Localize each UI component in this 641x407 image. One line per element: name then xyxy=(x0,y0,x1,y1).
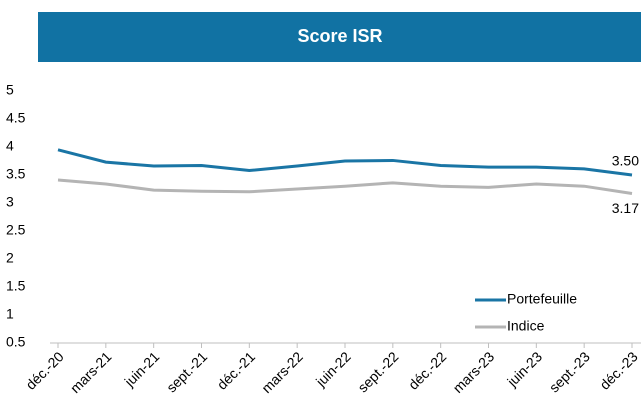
y-tick-label: 0.5 xyxy=(6,334,26,350)
x-tick-label: déc.-22 xyxy=(405,348,449,392)
y-tick-label: 1.5 xyxy=(6,278,26,294)
y-tick-label: 4.5 xyxy=(6,110,26,126)
x-tick-label: mars-21 xyxy=(67,348,115,396)
x-tick-label: déc.-23 xyxy=(596,348,640,392)
x-tick-label: sept.-23 xyxy=(546,348,593,395)
value-label: 3.17 xyxy=(612,200,639,216)
y-tick-label: 1 xyxy=(6,306,14,322)
y-tick-label: 3.5 xyxy=(6,166,26,182)
title-banner xyxy=(38,12,641,62)
y-tick-label: 4 xyxy=(6,138,14,154)
legend-label: Indice xyxy=(507,318,545,334)
chart-title: Score ISR xyxy=(297,26,382,46)
x-tick-label: juin-22 xyxy=(312,348,354,390)
x-tick-label: sept.-22 xyxy=(354,348,401,395)
x-tick-label: déc.-20 xyxy=(22,348,66,392)
x-tick-label: déc.-21 xyxy=(214,348,258,392)
x-tick-label: sept.-21 xyxy=(163,348,210,395)
x-tick-label: juin-21 xyxy=(121,348,163,390)
y-tick-label: 5 xyxy=(6,82,14,98)
x-tick-label: juin-23 xyxy=(503,348,545,390)
y-tick-label: 3 xyxy=(6,194,14,210)
x-tick-label: mars-23 xyxy=(450,348,498,396)
y-tick-label: 2 xyxy=(6,250,14,266)
x-tick-label: mars-22 xyxy=(258,348,306,396)
y-tick-label: 2.5 xyxy=(6,222,26,238)
legend-label: Portefeuille xyxy=(507,291,577,307)
series-line xyxy=(57,178,633,195)
series-line xyxy=(57,148,633,177)
value-label: 3.50 xyxy=(612,153,639,169)
